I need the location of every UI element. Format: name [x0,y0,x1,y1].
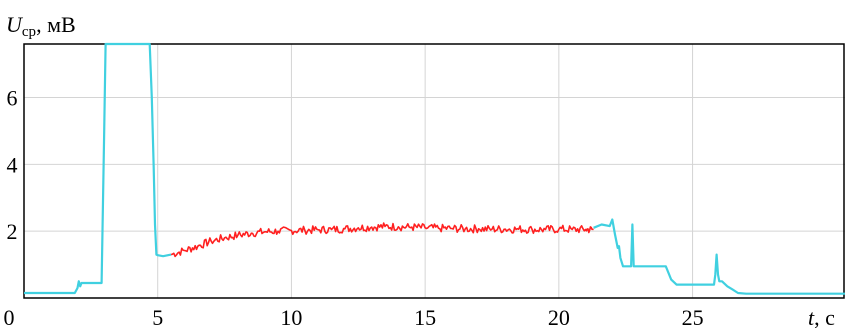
series-line-steady-state [170,222,594,258]
grid [24,44,845,298]
x-tick-label: 5 [152,305,163,328]
x-axis-unit: , с [814,305,835,328]
y-tick-labels: 2 4 6 [7,85,18,244]
y-axis-subscript: ср [22,24,36,40]
series-line-baseline-start [24,42,172,295]
y-axis-unit: , мВ [36,12,76,37]
y-tick-label: 4 [7,152,18,177]
y-tick-label: 2 [7,219,18,244]
plot-frame [23,43,845,299]
y-axis-title: Uср, мВ [6,12,76,40]
y-tick-label: 6 [7,85,18,110]
x-axis-symbol: t [808,305,815,328]
x-tick-labels: 0 5 10 15 20 25 [4,305,704,328]
x-tick-label: 20 [548,305,570,328]
x-axis-title: t, с [808,305,835,328]
series-line-baseline-end [593,218,845,295]
x-tick-label: 10 [280,305,302,328]
x-tick-label: 0 [4,305,15,328]
y-axis-symbol: U [6,12,24,37]
x-tick-label: 15 [414,305,436,328]
series-group [24,42,845,295]
x-tick-label: 25 [682,305,704,328]
